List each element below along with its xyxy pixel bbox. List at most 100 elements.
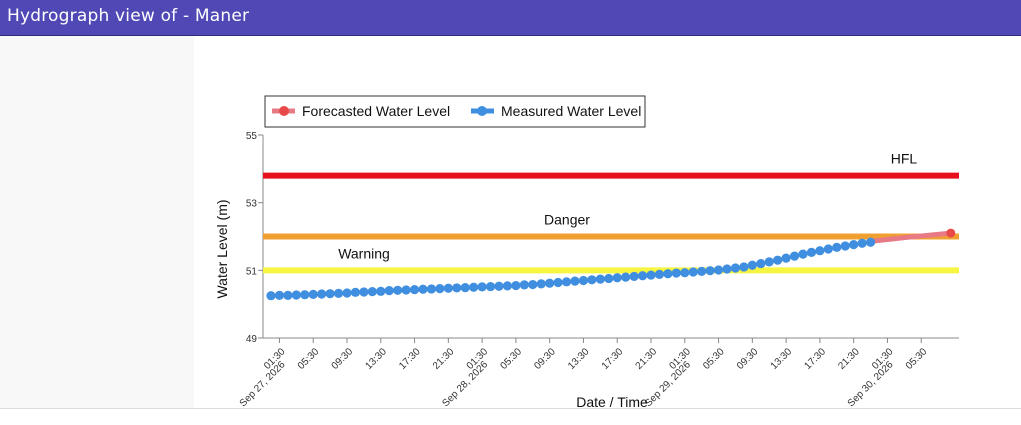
measured-point	[823, 244, 833, 254]
x-tick-label: 05:30	[904, 346, 930, 372]
measured-point	[773, 255, 783, 265]
measured-point	[333, 288, 344, 298]
measured-point	[409, 285, 420, 295]
measured-point	[317, 289, 327, 299]
x-tick-label: 21:30	[634, 346, 660, 372]
threshold-label-danger: Danger	[544, 212, 590, 228]
y-tick-label: 53	[246, 199, 258, 210]
measured-point	[578, 275, 589, 286]
measured-point	[604, 273, 614, 284]
legend-measured-marker	[477, 106, 487, 116]
measured-point	[511, 280, 521, 291]
measured-point	[553, 277, 563, 288]
measured-point	[654, 269, 665, 279]
measured-point	[815, 246, 825, 256]
legend: Forecasted Water Level Measured Water Le…	[264, 95, 646, 128]
measured-point	[570, 276, 580, 286]
measured-point	[697, 266, 707, 276]
measured-point	[671, 268, 681, 278]
measured-point	[857, 238, 867, 248]
measured-point	[545, 278, 555, 288]
threshold-label-warning: Warning	[338, 245, 390, 261]
measured-point	[637, 271, 648, 281]
measured-point	[629, 271, 639, 282]
measured-point	[730, 263, 741, 273]
measured-point	[308, 289, 318, 299]
legend-measured-label: Measured Water Level	[501, 103, 641, 119]
measured-point	[756, 258, 766, 269]
y-axis-title: Water Level (m)	[214, 199, 230, 298]
measured-point	[536, 279, 546, 289]
measured-point	[739, 262, 749, 272]
title-bar: Hydrograph view of - Maner	[0, 0, 1021, 36]
measured-point	[266, 291, 276, 301]
measured-point	[401, 285, 411, 295]
threshold-label-hfl: HFL	[891, 151, 918, 167]
measured-point	[469, 282, 479, 292]
measured-point	[418, 284, 428, 294]
measured-point	[452, 283, 462, 293]
y-ticks-layer: 49 51 53 55	[246, 131, 263, 345]
measured-point	[789, 251, 800, 261]
measured-point	[367, 287, 377, 297]
measured-point	[494, 281, 504, 291]
series-layer	[266, 228, 956, 301]
x-tick-label: 13:30	[363, 346, 389, 372]
measured-point	[519, 280, 529, 290]
measured-point	[485, 281, 496, 292]
measured-point	[350, 287, 361, 297]
measured-point	[283, 290, 293, 300]
measured-point	[325, 289, 335, 299]
measured-point	[443, 283, 453, 293]
measured-point	[806, 247, 817, 258]
x-tick-date-label: Sep 28, 2026	[440, 359, 490, 408]
x-tick-date-label: Sep 27, 2026	[238, 359, 288, 408]
page-title: Hydrograph view of - Maner	[7, 6, 250, 26]
measured-point	[376, 286, 386, 296]
measured-point	[435, 284, 445, 294]
measured-point	[359, 287, 369, 297]
measured-point	[680, 268, 690, 278]
measured-point	[460, 282, 470, 293]
x-tick-label: 21:30	[431, 346, 457, 372]
measured-point	[528, 279, 538, 290]
measured-point	[274, 290, 285, 300]
x-tick-label: 05:30	[296, 346, 322, 372]
measured-point	[477, 282, 487, 292]
measured-point	[595, 274, 605, 284]
x-tick-date-label: Sep 30, 2026	[846, 359, 896, 408]
measured-point	[849, 240, 859, 250]
measured-point	[688, 267, 698, 277]
forecast-series-line	[872, 230, 954, 244]
forecast-point	[946, 228, 956, 238]
legend-forecast-marker	[279, 106, 289, 116]
x-tick-label: 13:30	[769, 346, 795, 372]
measured-point	[865, 237, 876, 247]
measured-point	[384, 286, 394, 296]
x-tick-label: 09:30	[735, 346, 761, 372]
x-tick-label: 17:30	[803, 346, 829, 372]
measured-point	[840, 241, 850, 251]
measured-point	[291, 290, 301, 300]
measured-point	[832, 242, 842, 252]
measured-point	[747, 260, 757, 270]
x-axis-title: Date / Time	[576, 394, 648, 408]
measured-point	[621, 272, 631, 282]
measured-point	[722, 264, 732, 274]
measured-point	[663, 269, 673, 279]
x-tick-label: 21:30	[836, 346, 862, 372]
legend-box	[264, 95, 646, 128]
x-tick-label: 17:30	[600, 346, 626, 372]
thresholds-layer: HFL Danger Warning	[263, 151, 959, 274]
x-tick-label: 09:30	[330, 346, 356, 372]
y-tick-label: 51	[246, 266, 258, 277]
measured-point	[764, 257, 774, 267]
bottom-strip	[0, 409, 1021, 425]
x-tick-label: 05:30	[499, 346, 525, 372]
measured-point	[646, 270, 656, 280]
measured-point	[798, 249, 808, 259]
chart-panel: HFL Danger Warning 49 51 53 55 01:30 Sep 27, 2…	[194, 36, 1021, 408]
x-tick-label: 17:30	[397, 346, 423, 372]
y-tick-label: 55	[246, 131, 258, 142]
